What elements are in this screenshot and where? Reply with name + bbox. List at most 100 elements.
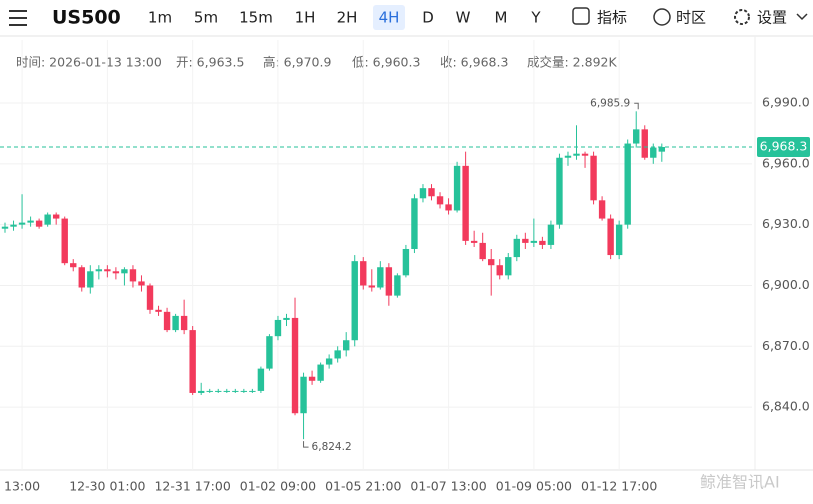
candle-body [274,319,282,337]
y-tick-label: 6,870.0 [762,338,810,353]
timeframe[interactable]: 15m [239,9,273,27]
candle-body [479,242,486,260]
candle-body [385,267,393,296]
candle-body [573,153,580,156]
candle-body [10,224,17,227]
x-tick-label: 12-31 17:00 [154,479,230,494]
y-tick-label: 6,960.0 [762,155,810,170]
candle-body [402,248,410,276]
timeframe[interactable]: Y [530,9,541,27]
candle-body [633,129,640,144]
candle-body [44,214,51,225]
candle-body [52,214,60,219]
symbol[interactable]: US500 [52,7,121,29]
candle-body [360,261,367,286]
timeframe[interactable]: 5m [194,9,218,27]
candle-body [35,220,43,227]
candle-body [121,269,128,274]
info-item: 开: 6,963.5 [176,55,244,70]
candle-body [513,238,520,258]
candle-body [453,165,461,211]
low-label: 6,824.2 [312,441,352,453]
candle-body [291,317,299,414]
candle-body [172,315,179,331]
info-item: 时间: 2026-01-13 13:00 [16,55,162,70]
candle-body [462,165,469,241]
candle-body [317,364,324,381]
candle-body [197,390,205,393]
y-tick-label: 6,840.0 [762,399,810,414]
timeframe[interactable]: 2H [337,9,358,27]
candle-body [488,259,495,266]
candle-body [411,198,418,249]
candle-body [283,317,290,320]
candle-body [445,204,452,211]
candle-body [581,153,589,156]
candle-body [95,269,103,272]
toolbar-button[interactable]: 指标 [597,9,627,27]
candle-body [470,240,478,243]
last-price-label: 6,968.3 [760,138,808,153]
settings-icon [734,9,750,25]
x-tick-label: 01-12 17:00 [581,479,657,494]
candle-body [377,267,384,288]
candle-body [615,224,623,256]
timeframe[interactable]: 1m [148,9,172,27]
toolbar-button[interactable]: 设置 [757,9,787,27]
x-tick-label: 13:00 [4,479,40,494]
candle-body [206,390,213,392]
candle-body [87,271,94,288]
candle-body [146,285,154,310]
candle-body [368,285,375,288]
candle-body [104,269,111,272]
x-tick-label: 01-09 05:00 [496,479,572,494]
info-item: 低: 6,960.3 [352,55,420,70]
timeframe[interactable]: 1H [295,9,316,27]
info-item: 成交量: 2.892K [527,55,617,70]
x-tick-label: 01-02 09:00 [240,479,316,494]
candle-body [138,281,145,286]
candle-body [530,240,538,243]
candle-body [223,390,230,392]
candle-body [257,368,265,391]
candle-body [334,350,341,359]
candle-body [232,390,239,392]
candle-body [78,267,85,288]
timeframe[interactable]: D [422,9,434,27]
timeframe[interactable]: W [456,9,471,27]
timeframe[interactable]: 4H [379,9,400,27]
candle-body [658,146,666,152]
candle-body [598,200,606,219]
y-tick-label: 6,990.0 [762,94,810,109]
candle-body [325,358,333,365]
candle-body [351,261,358,341]
candle-body [163,311,171,331]
candle-body [70,263,77,268]
low-leader [303,441,309,448]
x-tick-label: 01-07 13:00 [410,479,486,494]
high-label: 6,985.9 [590,97,630,109]
last-price-box [757,136,810,157]
candle-body [1,226,9,229]
candle-body [189,330,196,393]
candle-body [641,129,648,158]
candle-body [61,218,68,264]
y-tick-label: 6,930.0 [762,216,810,231]
candle-body [249,390,256,392]
candle-body [556,157,563,225]
toolbar-button[interactable]: 时区 [676,9,706,27]
candle-body [308,376,316,381]
info-item: 收: 6,968.3 [440,55,508,70]
x-tick-label: 01-05 21:00 [325,479,401,494]
candle-body [300,376,307,414]
candle-body [564,155,572,158]
expand-icon[interactable] [796,13,808,21]
candle-body [343,340,350,351]
candle-body [607,218,614,256]
info-item: 高: 6,970.9 [263,55,331,70]
timeframe[interactable]: M [495,9,508,27]
indicator-icon [572,7,590,25]
candle-body [240,390,248,392]
menu-icon[interactable] [9,10,27,26]
candle-body [394,275,401,296]
